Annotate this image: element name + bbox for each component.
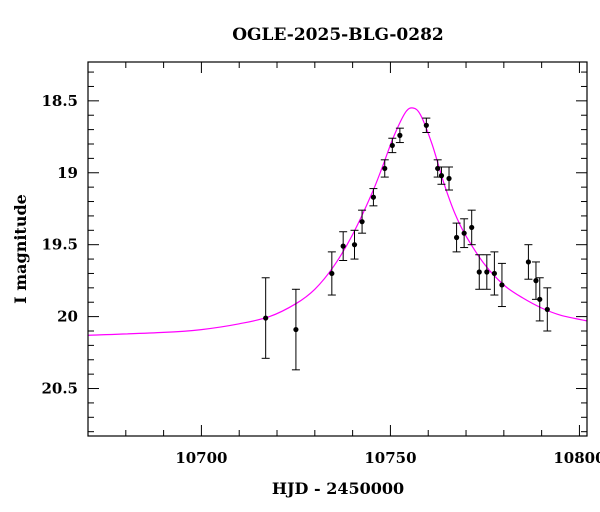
point-marker <box>359 219 365 225</box>
data-point <box>445 166 454 191</box>
point-marker <box>499 282 505 288</box>
data-point <box>543 287 552 332</box>
y-axis-label: I magnitude <box>11 194 30 304</box>
x-tick-labels: 10700 10750 10800 <box>175 449 600 467</box>
data-point <box>388 137 397 154</box>
data-point <box>497 262 506 308</box>
y-tick-label: 20 <box>57 308 78 326</box>
data-point <box>327 251 336 296</box>
data-point <box>395 127 404 144</box>
model-curve <box>88 107 587 336</box>
point-marker <box>446 175 452 182</box>
point-marker <box>491 270 497 277</box>
x-tick-label: 10750 <box>364 449 416 467</box>
point-marker <box>438 173 445 179</box>
point-marker <box>351 242 358 248</box>
point-marker <box>263 315 269 321</box>
data-point <box>291 288 300 371</box>
point-marker <box>389 142 395 149</box>
data-point <box>369 188 378 207</box>
data-point <box>535 277 544 322</box>
data-point <box>490 251 499 296</box>
point-marker <box>382 165 388 172</box>
x-tick-label: 10800 <box>553 449 600 467</box>
data-point <box>422 117 431 133</box>
y-tick-label: 20.5 <box>41 380 78 398</box>
point-marker <box>461 230 467 236</box>
point-marker <box>533 278 539 284</box>
data-point <box>524 244 533 280</box>
plot-frame <box>87 61 588 437</box>
point-marker <box>476 269 482 275</box>
data-points <box>261 117 552 371</box>
point-marker <box>293 326 299 333</box>
data-point <box>452 222 461 253</box>
chart-title: OGLE-2025-BLG-0282 <box>232 25 444 45</box>
point-marker <box>329 270 335 277</box>
data-point <box>350 229 359 260</box>
data-point <box>475 254 484 290</box>
plot-area <box>88 107 587 371</box>
y-tick-label: 19.5 <box>41 236 78 254</box>
data-point <box>460 218 469 249</box>
data-point <box>437 166 446 185</box>
data-point <box>380 159 389 178</box>
axis-ticks <box>88 62 587 436</box>
point-marker <box>544 306 550 313</box>
point-marker <box>525 259 532 265</box>
point-marker <box>453 234 460 241</box>
data-point <box>339 231 348 262</box>
data-point <box>358 209 367 234</box>
point-marker <box>469 224 475 231</box>
point-marker <box>397 132 403 138</box>
point-marker <box>484 269 490 275</box>
y-tick-label: 19 <box>57 164 78 182</box>
y-tick-labels: 18.5 19 19.5 20 20.5 <box>41 92 78 398</box>
x-tick-label: 10700 <box>175 449 227 467</box>
x-axis-label: HJD - 2450000 <box>272 479 404 498</box>
point-marker <box>340 243 346 249</box>
point-marker <box>423 122 429 128</box>
data-point <box>482 254 491 290</box>
y-tick-label: 18.5 <box>41 92 78 110</box>
data-point <box>261 277 270 359</box>
point-marker <box>370 194 377 200</box>
data-point <box>531 261 540 300</box>
point-marker <box>537 296 543 302</box>
data-point <box>467 209 476 246</box>
